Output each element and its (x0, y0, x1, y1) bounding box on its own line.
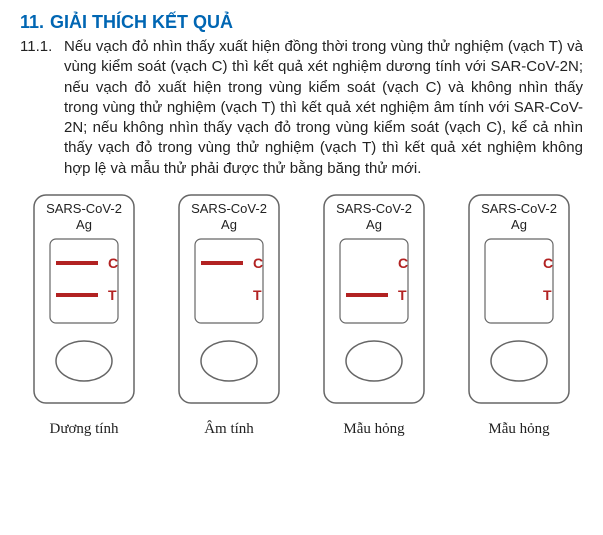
subsection: 11.1. Nếu vạch đỏ nhìn thấy xuất hiện đồ… (20, 37, 583, 179)
cassette-col: SARS-CoV-2 Ag C T Mẫu hỏng (463, 189, 575, 438)
cassette-col: SARS-CoV-2 Ag C T Dương tính (28, 189, 140, 438)
cassette-svg: SARS-CoV-2 Ag C T (318, 189, 430, 409)
subsection-number: 11.1. (20, 37, 58, 179)
cassette-col: SARS-CoV-2 Ag C T Âm tính (173, 189, 285, 438)
svg-text:C: C (108, 255, 118, 271)
cassette-row: SARS-CoV-2 Ag C T Dương tính SARS-CoV-2 … (20, 189, 583, 438)
svg-text:T: T (108, 287, 117, 303)
svg-text:T: T (398, 287, 407, 303)
svg-text:C: C (253, 255, 263, 271)
svg-text:SARS-CoV-2: SARS-CoV-2 (46, 201, 122, 216)
cassette-svg: SARS-CoV-2 Ag C T (173, 189, 285, 409)
svg-text:T: T (543, 287, 552, 303)
section-heading: 11. GIẢI THÍCH KẾT QUẢ (20, 12, 583, 33)
svg-text:Ag: Ag (366, 217, 382, 232)
cassette-col: SARS-CoV-2 Ag C T Mẫu hỏng (318, 189, 430, 438)
svg-text:SARS-CoV-2: SARS-CoV-2 (336, 201, 412, 216)
svg-text:Ag: Ag (511, 217, 527, 232)
svg-text:C: C (543, 255, 553, 271)
svg-text:C: C (398, 255, 408, 271)
cassette-svg: SARS-CoV-2 Ag C T (28, 189, 140, 409)
cassette-caption: Mẫu hỏng (488, 421, 549, 438)
svg-text:Ag: Ag (221, 217, 237, 232)
heading-number: 11. (20, 12, 44, 33)
cassette-svg: SARS-CoV-2 Ag C T (463, 189, 575, 409)
cassette-caption: Âm tính (204, 421, 254, 438)
heading-title: GIẢI THÍCH KẾT QUẢ (50, 12, 233, 33)
svg-text:SARS-CoV-2: SARS-CoV-2 (481, 201, 557, 216)
svg-text:T: T (253, 287, 262, 303)
cassette-caption: Dương tính (50, 421, 119, 438)
svg-text:Ag: Ag (76, 217, 92, 232)
subsection-text: Nếu vạch đỏ nhìn thấy xuất hiện đồng thờ… (64, 37, 583, 179)
svg-text:SARS-CoV-2: SARS-CoV-2 (191, 201, 267, 216)
cassette-caption: Mẫu hỏng (343, 421, 404, 438)
